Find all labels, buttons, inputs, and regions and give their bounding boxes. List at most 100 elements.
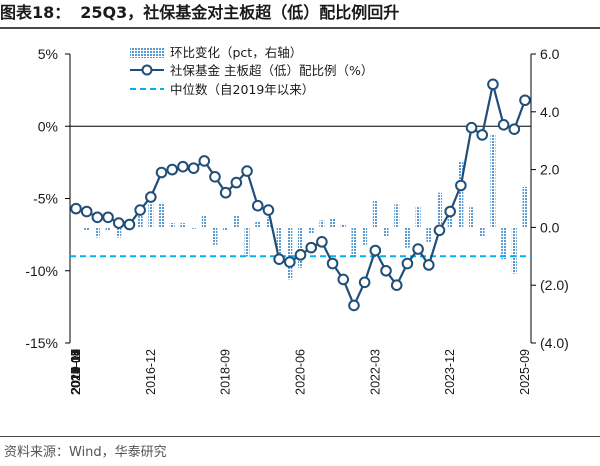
right-tick-label: 6.0 (540, 46, 560, 62)
bar (372, 199, 378, 228)
bar (191, 227, 197, 229)
left-tick-label: -10% (25, 263, 58, 279)
series-marker (348, 299, 360, 312)
series-marker (487, 78, 499, 91)
series-marker (444, 205, 456, 218)
bar (436, 192, 442, 228)
title-rule (0, 27, 600, 29)
bar (394, 204, 400, 228)
x-tick-label: 2020-06 (294, 349, 308, 395)
series-marker (155, 166, 168, 179)
figure-caption: 25Q3，社保基金对主板超（低）配比例回升 (80, 3, 400, 22)
bar (105, 227, 111, 231)
x-tick-label: 2025-02 (69, 349, 83, 395)
x-tick-label: 2016-12 (144, 349, 158, 395)
series-line (75, 84, 527, 309)
bar (287, 227, 293, 280)
series-marker (401, 257, 414, 270)
legend-line-label: 社保基金 主板超（低）配比例（%） (170, 63, 373, 78)
legend-bar-swatch (130, 48, 164, 58)
series-marker (455, 179, 467, 192)
chart-area: 5% 0% -5% -10% -15% 6.0 4.0 2.0 0.0 (2.0) (4.0) 201… (25, 45, 569, 395)
series-marker (251, 199, 264, 212)
series-marker (273, 253, 285, 265)
right-tick-label: (4.0) (540, 335, 569, 351)
bar (169, 223, 175, 228)
series-marker (358, 276, 371, 289)
x-tick-label: 2018-02 (69, 349, 83, 395)
bar (308, 227, 314, 234)
series-marker (91, 211, 104, 224)
series-marker (433, 224, 446, 237)
series-marker (262, 204, 275, 216)
bar (490, 134, 496, 228)
bar (180, 223, 186, 228)
legend: 环比变化（pct，右轴） 社保基金 主板超（低）配比例（%） 中位数（自2019… (130, 45, 373, 97)
series-marker (145, 191, 157, 203)
bar (458, 160, 464, 228)
series-marker (241, 165, 253, 177)
series-marker (198, 155, 211, 167)
bar (447, 215, 453, 228)
x-tick-label: 2021-08 (69, 349, 83, 395)
x-tick-label: 2015-10 (69, 349, 83, 395)
bar (511, 227, 517, 274)
bar (330, 218, 336, 228)
bar (426, 227, 432, 242)
bar (383, 227, 389, 237)
bar (415, 207, 421, 228)
bar (233, 215, 239, 228)
x-tick-label: 2022-10 (69, 349, 83, 395)
bar (201, 215, 207, 228)
series-marker (390, 279, 403, 291)
series-marker (476, 129, 489, 141)
bar (255, 221, 261, 228)
series-marker (316, 236, 328, 248)
bar (212, 227, 218, 245)
series-marker (102, 211, 114, 224)
right-tick-label: (2.0) (540, 277, 569, 293)
bar (223, 227, 229, 231)
x-tick-label: 2021-01 (69, 349, 83, 395)
bar (522, 186, 528, 228)
bar (137, 212, 143, 228)
legend-bar-label: 环比变化（pct，右轴） (170, 45, 302, 60)
x-tick-label: 2019-11 (69, 349, 83, 394)
series-marker (369, 244, 382, 257)
bar (94, 227, 100, 238)
series-marker (465, 121, 478, 134)
footer-rule (0, 436, 600, 437)
legend-median-label: 中位数（自2019年以来） (170, 82, 314, 97)
bar (265, 217, 271, 228)
bar (116, 227, 122, 238)
series-marker (177, 160, 189, 173)
bar (362, 227, 368, 245)
x-tick-label: 2018-09 (219, 349, 233, 395)
x-tick-label: 2023-12 (443, 349, 457, 395)
x-tick-label: 2025-09 (518, 349, 532, 395)
series-marker (519, 94, 531, 107)
series-marker (230, 176, 243, 189)
left-tick-label: -15% (25, 335, 58, 351)
series-marker (326, 257, 339, 270)
series-marker (497, 119, 510, 131)
series-marker (70, 202, 82, 215)
source-note: 资料来源：Wind，华泰研究 (4, 445, 167, 460)
series-marker (166, 163, 179, 176)
series-marker (294, 249, 307, 261)
series-marker (123, 218, 136, 231)
series-marker (380, 264, 392, 277)
series-marker (219, 186, 232, 199)
bar (244, 227, 250, 257)
left-tick-label: 0% (38, 118, 58, 134)
bar (501, 227, 507, 260)
bar (479, 227, 485, 237)
x-tick-label: 2016-05 (69, 349, 83, 395)
series-marker (134, 204, 146, 216)
left-tick-label: -5% (33, 191, 58, 207)
bar (276, 227, 282, 254)
x-tick-label: 2015-03 (69, 349, 83, 395)
right-tick-label: 2.0 (540, 162, 560, 178)
x-tick-label: 2023-05 (69, 349, 83, 395)
x-tick-label: 2017-07 (69, 349, 83, 395)
